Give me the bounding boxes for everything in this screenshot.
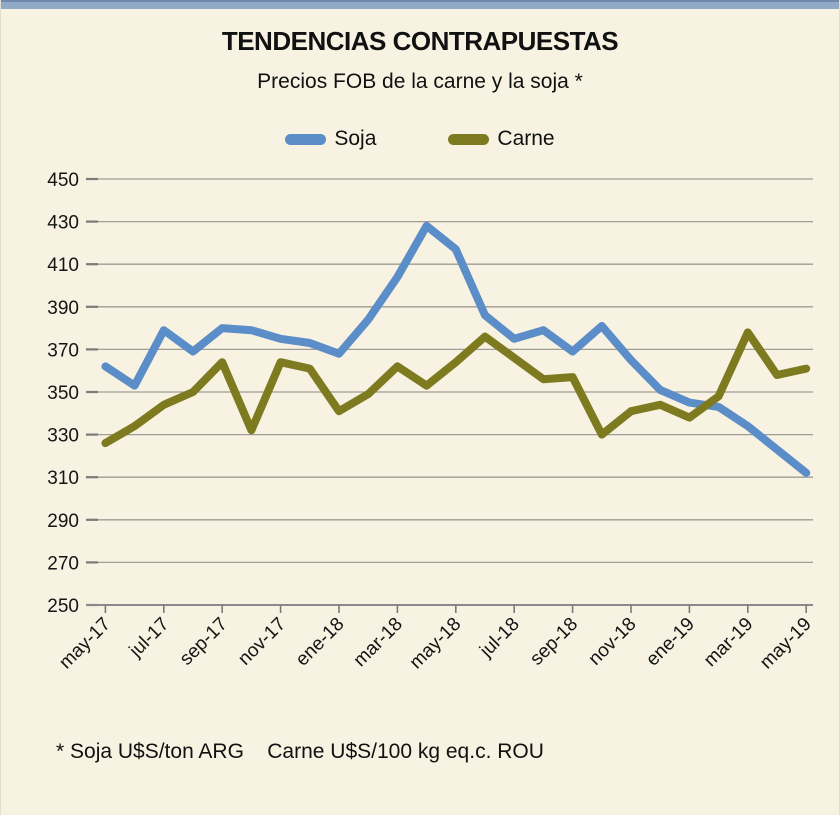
legend-label: Soja — [334, 127, 377, 150]
legend-item-soja: Soja — [285, 127, 376, 151]
y-axis-label: 370 — [47, 340, 79, 361]
series-line-carne — [101, 328, 811, 448]
y-axis-label: 290 — [47, 511, 79, 532]
chart-legend: Soja Carne — [1, 127, 839, 151]
x-axis-label: ene-19 — [642, 614, 699, 671]
x-axis-label: sep-18 — [526, 614, 582, 670]
chart-footnote: * Soja U$S/ton ARG Carne U$S/100 kg eq.c… — [56, 740, 544, 763]
y-axis-label: 330 — [47, 426, 79, 447]
y-axis-label: 270 — [47, 553, 79, 574]
chart-subtitle: Precios FOB de la carne y la soja * — [257, 70, 583, 93]
y-axis-label: 430 — [47, 213, 79, 234]
y-axis-label: 310 — [47, 468, 79, 489]
y-axis-label: 450 — [47, 170, 79, 191]
y-axis-label: 410 — [47, 255, 79, 276]
y-axis-label: 350 — [47, 383, 79, 404]
x-axis-label: mar-18 — [350, 614, 407, 671]
x-axis-label: ene-18 — [292, 614, 349, 671]
x-axis-label: sep-17 — [176, 614, 232, 670]
legend-item-carne: Carne — [448, 127, 555, 151]
top-border-strip — [1, 0, 839, 9]
x-axis-label: jul-17 — [125, 614, 173, 662]
legend-label: Carne — [497, 127, 555, 150]
x-axis-label: may-18 — [406, 614, 466, 674]
chart-title: TENDENCIAS CONTRAPUESTAS — [221, 26, 619, 56]
x-axis-label: mar-19 — [700, 614, 757, 671]
legend-swatch-soja-icon — [285, 133, 327, 145]
y-axis-label: 390 — [47, 298, 79, 319]
x-axis-label: jul-18 — [475, 614, 523, 662]
x-axis-label: nov-17 — [234, 614, 290, 670]
x-axis-label: may-19 — [756, 614, 816, 674]
x-axis-label: nov-18 — [585, 614, 641, 670]
x-axis-label: may-17 — [55, 614, 115, 674]
legend-swatch-carne-icon — [448, 133, 490, 145]
y-axis-label: 250 — [47, 596, 79, 617]
series-line-soja — [101, 221, 811, 477]
